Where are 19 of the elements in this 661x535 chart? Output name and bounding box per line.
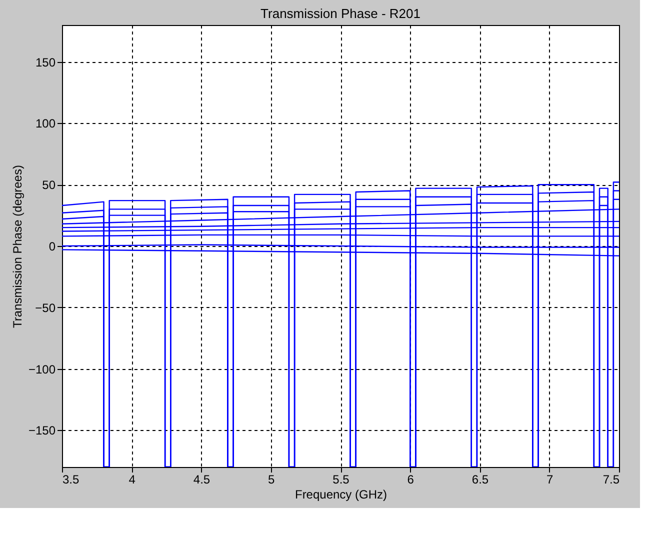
y-tick-label: 50 <box>42 178 56 192</box>
x-tick-label: 5.5 <box>332 472 350 486</box>
y-tick-label: 0 <box>48 240 56 254</box>
x-tick-label: 4.5 <box>193 472 210 486</box>
x-tick-label: 6.5 <box>472 472 489 486</box>
y-tick-label: 150 <box>35 55 56 70</box>
y-tick-label: −150 <box>28 424 56 438</box>
x-tick-label: 6 <box>407 472 414 486</box>
y-tick-label: −100 <box>28 362 56 376</box>
x-tick-label: 7 <box>546 472 554 486</box>
x-tick-label: 7.5 <box>602 472 620 486</box>
y-tick-label: 100 <box>35 116 56 131</box>
x-axis-title: Frequency (GHz) <box>294 488 388 502</box>
chart-title: Transmission Phase - R201 <box>260 6 420 21</box>
x-tick-label: 5 <box>268 472 276 486</box>
x-tick-label: 3.5 <box>62 472 80 486</box>
x-tick-label: 4 <box>128 472 136 486</box>
y-tick-label: −50 <box>35 300 56 315</box>
y-axis-title: Transmission Phase (degrees) <box>10 165 24 328</box>
